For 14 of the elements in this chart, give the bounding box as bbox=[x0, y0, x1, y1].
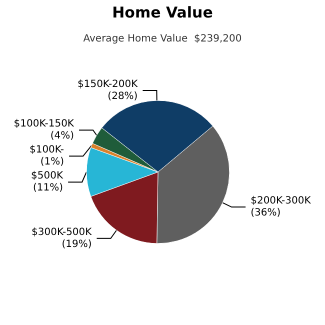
slice-label: $200K-300K bbox=[250, 196, 312, 207]
slice-label: $150K-200K bbox=[77, 79, 138, 90]
slice-label: $100K-150K bbox=[14, 118, 74, 130]
data-label: (11%) bbox=[33, 182, 64, 194]
data-label: (28%) bbox=[108, 91, 138, 102]
data-label: (19%) bbox=[62, 238, 92, 250]
data-label: (1%) bbox=[40, 156, 64, 168]
slice-label: $100K- bbox=[29, 144, 64, 156]
slice-label: $300K-500K bbox=[32, 226, 92, 238]
data-label: (4%) bbox=[50, 130, 74, 142]
slice-label: $500K bbox=[31, 170, 64, 182]
chart-subtitle: Average Home Value $239,200 bbox=[83, 34, 242, 44]
chart-title: Home Value bbox=[112, 4, 213, 22]
data-label: (36%) bbox=[250, 208, 281, 219]
